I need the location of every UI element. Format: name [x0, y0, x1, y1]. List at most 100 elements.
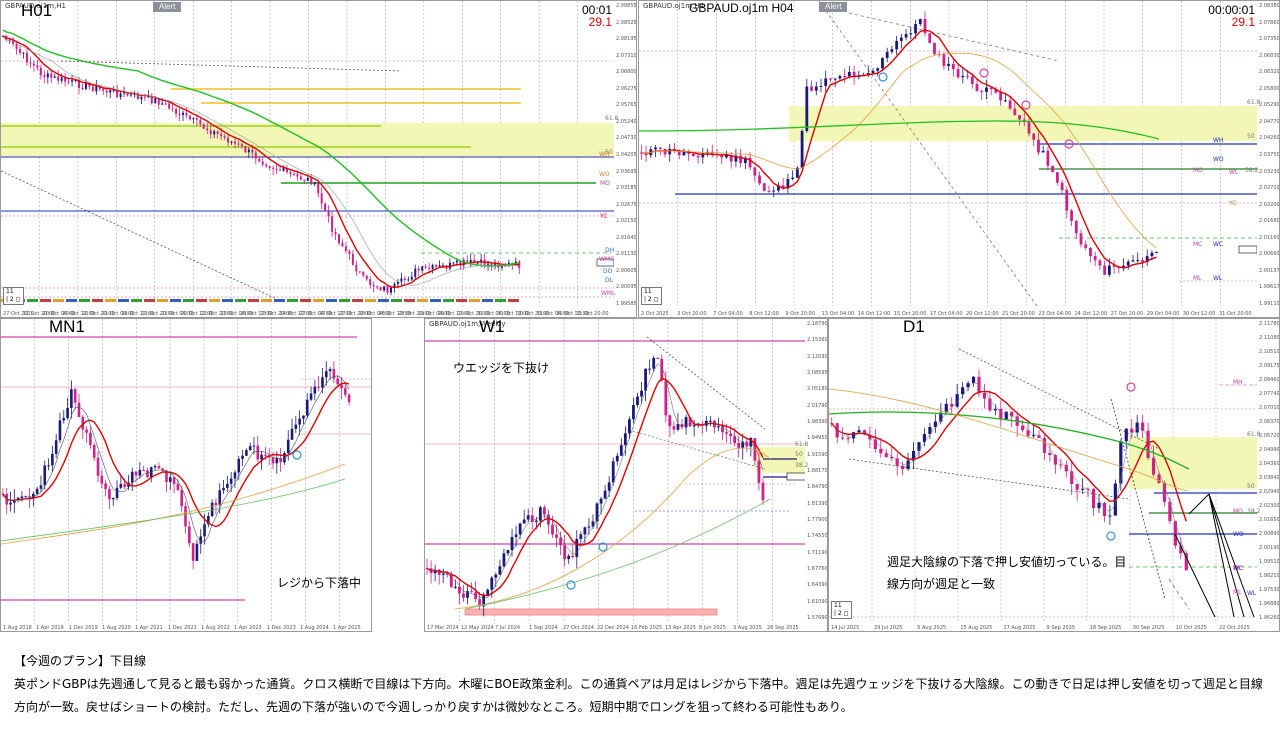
- candle-body: [1103, 265, 1107, 275]
- candle-body: [175, 108, 178, 114]
- candle-body: [691, 153, 695, 157]
- price-tick: 2.03185: [616, 185, 637, 192]
- candle-body: [510, 537, 514, 551]
- alert-button[interactable]: Alert: [819, 2, 848, 12]
- candle-body: [35, 488, 39, 494]
- candle-body: [767, 190, 771, 192]
- time-tick: 21 Oct 04:00: [101, 311, 135, 317]
- candle-body: [157, 466, 161, 469]
- chart-panel-d1[interactable]: D1 2.11780 2.11080 2.10510 2.09175 2.08460 2.…: [828, 318, 1280, 632]
- price-scale[interactable]: 2.08855 2.08525 2.08195 2.07310 2.06800 2.062…: [614, 1, 636, 307]
- chart-toolbar-pill[interactable]: 11 | 2 ◻: [831, 601, 852, 619]
- time-tick: 2 Oct 2025: [641, 311, 669, 317]
- candle-body: [615, 455, 619, 462]
- candle-body: [966, 75, 969, 77]
- candle-body: [1135, 422, 1139, 433]
- marker-circle: [292, 450, 302, 460]
- candle-body: [46, 73, 49, 78]
- price-scale[interactable]: 2.18790 2.15360 2.12030 2.08595 2.05180 2.017…: [805, 319, 827, 621]
- chart-toolbar-pill[interactable]: 11 | 2 ◻: [3, 287, 24, 305]
- candle-body: [603, 490, 607, 499]
- candle-body: [1041, 150, 1045, 153]
- candle-body: [729, 155, 733, 162]
- candle-body: [283, 453, 286, 463]
- ema-fast: [2, 382, 350, 528]
- time-scale[interactable]: 14 Jul 2025 29 Jul 2025 5 Aug 2025 15 Aug 2…: [829, 621, 1257, 631]
- time-tick: 31 Oct 04:00: [536, 311, 570, 317]
- chart-toolbar-pill[interactable]: 11 | 2 ◻: [641, 287, 662, 305]
- session-bar: [222, 299, 233, 302]
- candle-body: [286, 168, 288, 173]
- time-scale[interactable]: 27 Oct 2025 17 Oct 20:00 20 Oct 04:00 20 Oc…: [1, 307, 614, 317]
- mn1-candle-chart[interactable]: [1, 319, 372, 621]
- candle-body: [171, 108, 174, 110]
- d1-candle-chart[interactable]: [829, 319, 1259, 621]
- candle-body: [164, 103, 167, 105]
- price-tick: 2.18790: [807, 321, 828, 327]
- time-scale[interactable]: 1 Aug 2018 1 Apr 2019 1 Dec 2019 1 Aug 2020…: [1, 621, 371, 631]
- price-tick: 2.01640: [616, 234, 637, 241]
- marker-circle: [598, 542, 608, 552]
- candle-body: [814, 86, 818, 91]
- candle-body: [19, 48, 22, 53]
- level-label-wh: WH: [599, 151, 610, 158]
- candle-body: [393, 283, 396, 288]
- candle-body: [1079, 233, 1083, 245]
- candle-body: [846, 438, 850, 440]
- price-scale[interactable]: 2.11780 2.11080 2.10510 2.09175 2.08460 2.077…: [1257, 319, 1279, 621]
- candle-clock: 00:01: [581, 3, 612, 17]
- candle-body: [32, 493, 35, 498]
- h1-candle-chart[interactable]: [1, 1, 616, 306]
- alert-button[interactable]: Alert: [153, 2, 182, 12]
- w1-candle-chart[interactable]: [425, 319, 807, 621]
- candle-body: [227, 137, 230, 143]
- time-tick: 21 Oct 12:00: [121, 311, 155, 317]
- candle-body: [379, 287, 382, 291]
- h4-candle-chart[interactable]: [639, 1, 1259, 306]
- candle-body: [994, 89, 998, 93]
- time-tick: 14 Jul 2025: [831, 625, 860, 631]
- candle-body: [245, 450, 248, 456]
- candle-body: [490, 263, 493, 266]
- candle-body: [407, 279, 410, 281]
- chart-panel-h1[interactable]: GBPAUD.oj1m,H1 H01 Alert 00:01 29.1 2.08…: [0, 0, 637, 318]
- chart-panel-mn1[interactable]: MN1 1 Aug 2018 1 Apr 2019 1 Dec 2019 1 Aug …: [0, 318, 372, 632]
- price-tick: 2.00137: [1259, 267, 1280, 274]
- time-scale[interactable]: 2 Oct 2025 3 Oct 20:00 7 Oct 04:00 8 Oct 12…: [639, 307, 1257, 317]
- candle-body: [351, 253, 354, 265]
- sma-mid: [2, 37, 520, 286]
- candle-body: [928, 33, 932, 43]
- trend-line: [1110, 398, 1166, 600]
- marker-circle: [1021, 100, 1031, 110]
- candle-body: [583, 527, 587, 535]
- candle-body: [192, 118, 195, 120]
- candle-body: [970, 76, 974, 84]
- candle-body: [530, 515, 534, 522]
- candle-body: [899, 37, 903, 41]
- candle-body: [654, 147, 657, 150]
- candle-body: [195, 118, 198, 120]
- candle-body: [261, 161, 264, 165]
- candle-body: [328, 369, 332, 372]
- session-bar: [118, 299, 129, 302]
- time-tick: 24 Oct 12:00: [279, 311, 313, 317]
- candle-body: [1093, 256, 1097, 261]
- price-scale[interactable]: 2.08380 2.07860 2.07350 2.06830 2.06320 2.058…: [1257, 1, 1279, 307]
- candle-body: [355, 264, 358, 272]
- current-price-box: [786, 472, 807, 481]
- candle-body: [1059, 464, 1063, 466]
- chart-panel-h4[interactable]: GBPAUD.oj1m,H4 GBPAUD.oj1m H04 Alert 00:…: [638, 0, 1280, 318]
- candle-body: [220, 133, 223, 137]
- marker-circle: [566, 580, 576, 590]
- candle-body: [172, 477, 176, 484]
- candle-body: [13, 499, 16, 503]
- candle-body: [999, 92, 1003, 101]
- time-scale[interactable]: 17 Mar 2024 12 May 2024 7 Jul 2024 1 Sep 20…: [425, 621, 805, 631]
- candle-body: [332, 369, 336, 379]
- candle-body: [340, 384, 343, 389]
- candle-body: [348, 251, 351, 254]
- candle-body: [1126, 261, 1130, 266]
- chart-panel-w1[interactable]: GBPAUD.oj1m,Weekly W1 2.18790 2.15360 2.12…: [424, 318, 828, 632]
- candle-body: [115, 487, 119, 499]
- level-label-ml: ML: [1193, 275, 1202, 282]
